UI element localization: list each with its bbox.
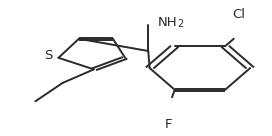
Text: 2: 2 bbox=[177, 19, 183, 30]
Text: NH: NH bbox=[158, 16, 177, 29]
Text: S: S bbox=[44, 49, 52, 62]
Text: Cl: Cl bbox=[233, 8, 246, 21]
Text: F: F bbox=[164, 118, 172, 131]
